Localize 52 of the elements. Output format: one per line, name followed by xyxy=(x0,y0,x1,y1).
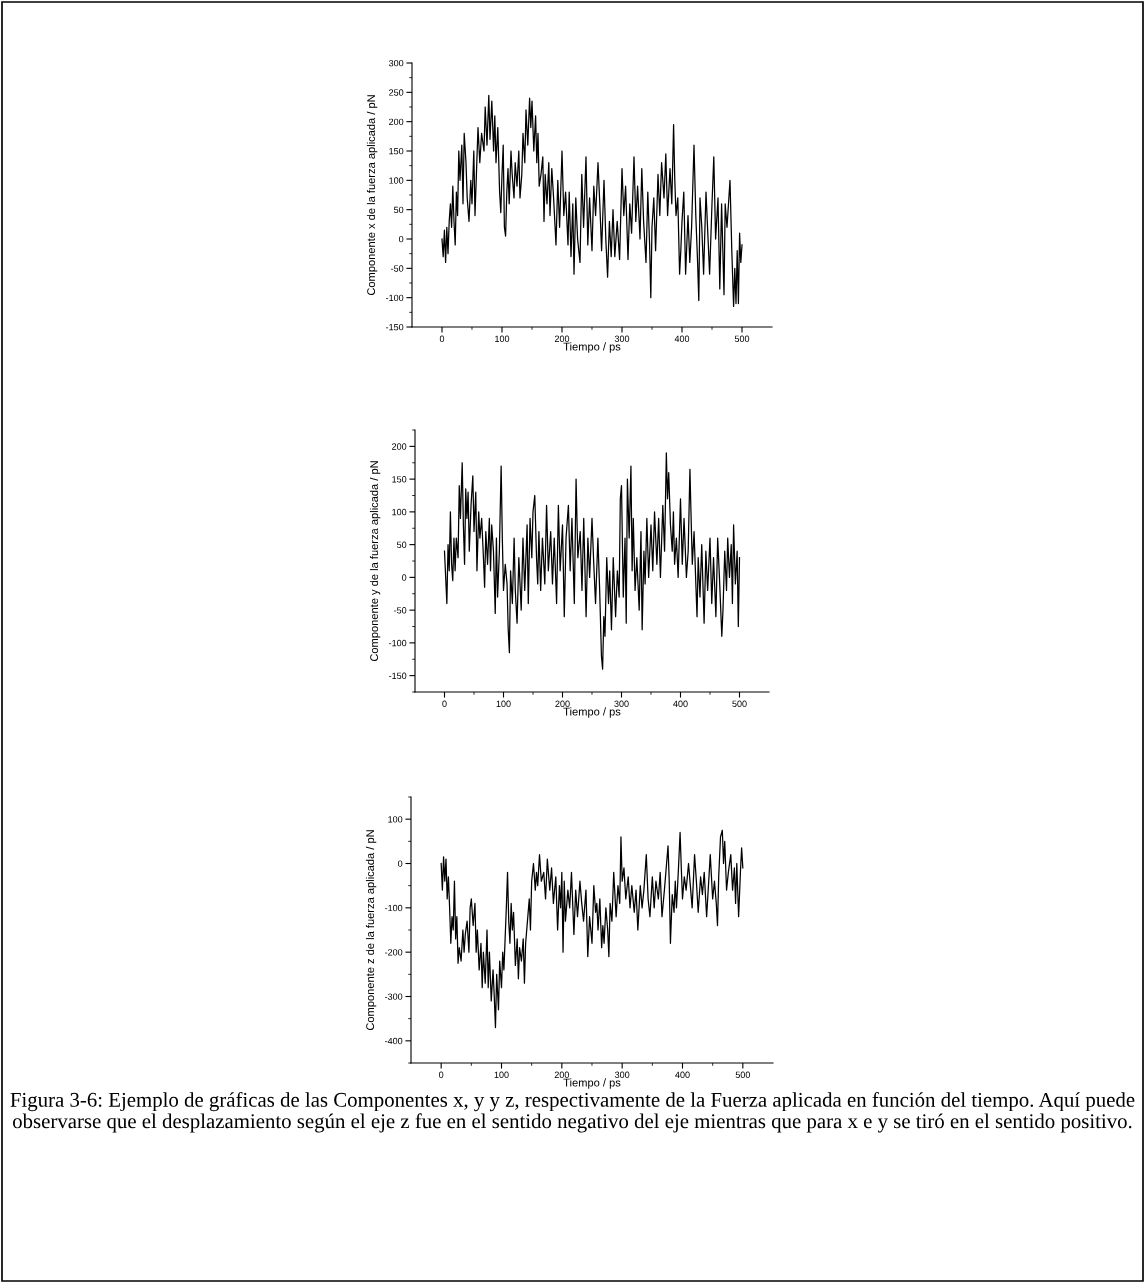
x-tick-label: 200 xyxy=(555,700,570,707)
x-tick-label: 100 xyxy=(494,1071,509,1078)
x-axis-title: Tiempo / ps xyxy=(563,1078,621,1089)
y-tick-label: 200 xyxy=(392,443,407,450)
x-tick-label: 500 xyxy=(732,700,747,707)
y-tick-label: -400 xyxy=(385,1037,403,1045)
y-tick-label: -300 xyxy=(385,993,403,1000)
y-tick-label: 150 xyxy=(392,476,407,483)
x-tick-label: 500 xyxy=(735,1071,751,1078)
y-tick-label: 50 xyxy=(396,541,407,548)
y-tick-label: 250 xyxy=(389,89,404,96)
y-axis-title: Componente y de la fuerza aplicada / pN xyxy=(369,461,381,662)
x-tick-label: 400 xyxy=(673,700,688,707)
y-tick-label: -50 xyxy=(394,607,407,614)
line-series xyxy=(441,94,743,308)
text: Figura 3-6: Ejemplo de gráficas de las Componentes x, y y z, respectivamente de la Fuerza aplicada en función del tiempo. Aquí puede observarse que el desplazamiento según el eje z fue en el sentido negativo del eje mientras que para x e y se tiró en el sentido positivo. xyxy=(10,1092,1135,1133)
y-tick-label: 200 xyxy=(389,118,404,126)
x-tick-label: 100 xyxy=(496,700,511,707)
y-tick-label: 0 xyxy=(402,574,407,581)
x-tick-label: 100 xyxy=(495,335,510,342)
y-tick-label: 50 xyxy=(393,206,404,214)
y-tick-label: -150 xyxy=(386,323,404,331)
line-series xyxy=(440,829,744,1029)
x-tick-label: 200 xyxy=(554,1071,570,1078)
y-tick-label: 150 xyxy=(389,147,404,155)
y-tick-label: -50 xyxy=(391,265,404,272)
y-tick-label: -100 xyxy=(386,294,404,302)
x-tick-label: 200 xyxy=(554,335,570,342)
x-tick-label: 0 xyxy=(442,700,447,707)
x-tick-label: 300 xyxy=(614,335,630,342)
y-tick-label: -100 xyxy=(389,639,407,647)
x-axis-title: Tiempo / ps xyxy=(563,342,621,353)
line-series xyxy=(443,452,741,670)
y-tick-label: 300 xyxy=(388,59,404,67)
x-tick-label: 300 xyxy=(614,700,629,707)
y-axis-title: Componente z de la fuerza aplicada / pN xyxy=(365,830,377,1031)
y-tick-label: -150 xyxy=(389,672,407,679)
y-tick-label: 0 xyxy=(398,860,403,867)
y-tick-label: 100 xyxy=(392,508,407,516)
y-tick-label: -100 xyxy=(385,904,403,912)
y-tick-label: 100 xyxy=(389,177,404,184)
x-tick-label: 0 xyxy=(439,1071,444,1078)
y-tick-label: 100 xyxy=(388,816,403,823)
x-tick-label: 400 xyxy=(674,335,690,342)
y-axis-title: Componente x de la fuerza aplicada / pN xyxy=(366,95,378,296)
x-tick-label: 0 xyxy=(439,335,445,342)
x-tick-label: 300 xyxy=(614,1071,630,1078)
y-tick-label: -200 xyxy=(385,949,403,956)
x-axis-title: Tiempo / ps xyxy=(563,707,621,718)
x-tick-label: 500 xyxy=(734,335,750,342)
x-tick-label: 400 xyxy=(675,1071,690,1078)
y-tick-label: 0 xyxy=(399,235,404,243)
